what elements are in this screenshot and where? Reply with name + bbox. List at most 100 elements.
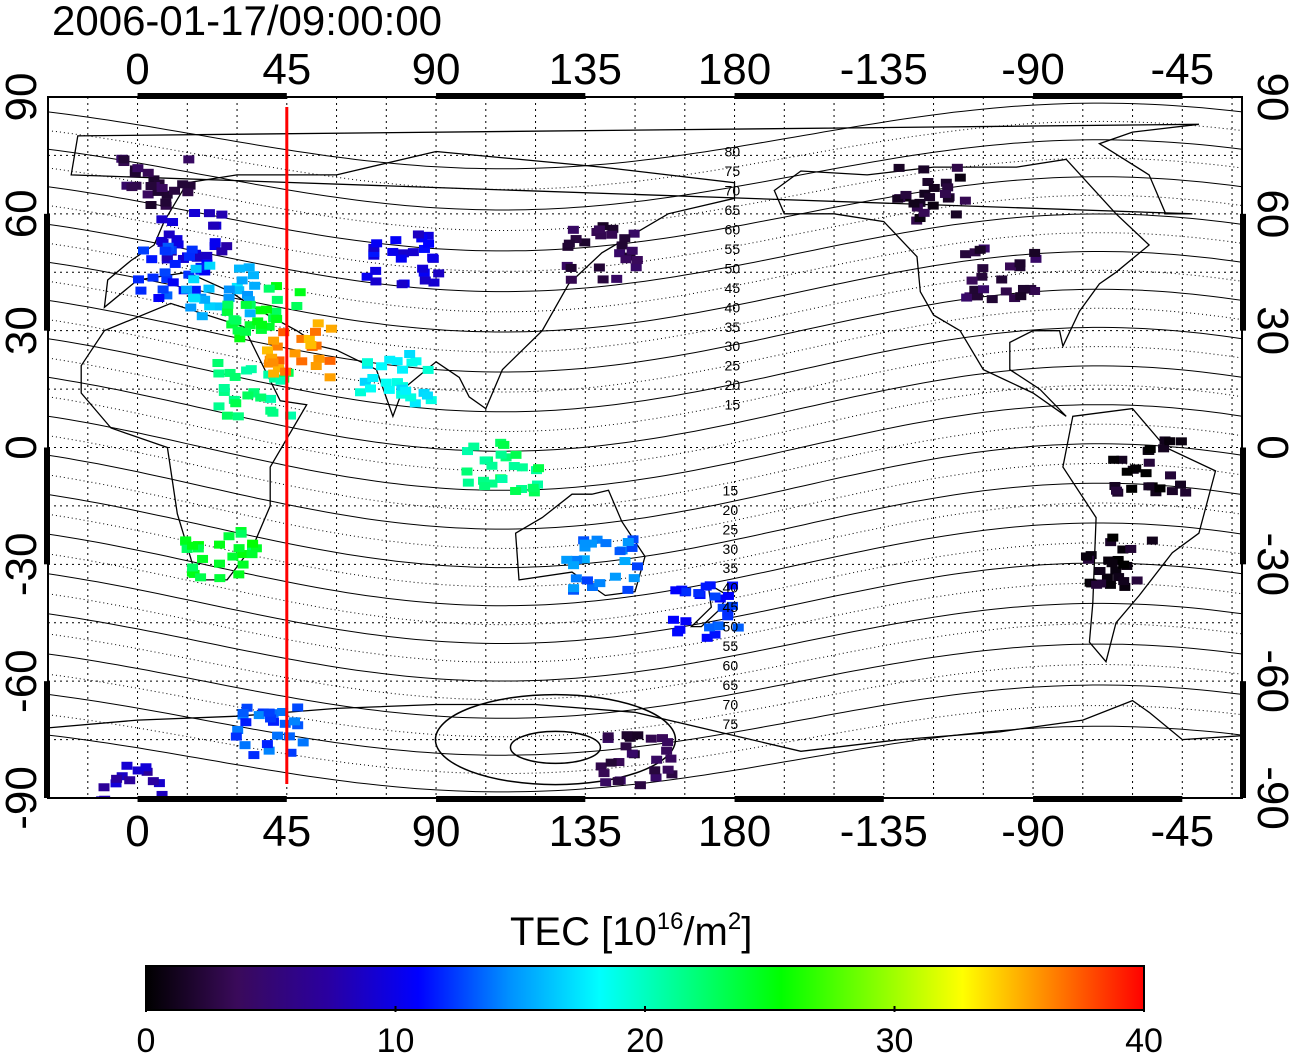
tec-pixel <box>412 230 424 239</box>
top-axis-labels: 0 45 90 135 180 -135 -90 -45 <box>125 45 1214 94</box>
tec-pixel <box>704 623 716 632</box>
tec-pixel <box>232 412 244 421</box>
tec-pixel <box>164 811 175 819</box>
tec-pixel <box>1029 286 1041 295</box>
top-tick-label: 135 <box>549 45 622 94</box>
tec-pixel <box>192 544 204 553</box>
tec-pixel <box>892 194 904 203</box>
contour-label-north: 50 <box>725 260 741 276</box>
tec-pixel <box>213 369 225 378</box>
tec-pixel <box>132 766 144 775</box>
contour-line <box>48 346 1242 432</box>
contour-pole-ellipse-outer <box>434 693 677 786</box>
tec-pixel <box>368 243 380 252</box>
tec-pixel <box>188 275 200 284</box>
tec-pixel <box>700 582 712 591</box>
tec-pixel <box>361 272 373 281</box>
tec-pixel <box>146 255 158 264</box>
tec-pixel <box>145 181 157 190</box>
tec-pixel <box>626 749 638 758</box>
tec-pixel <box>701 633 713 642</box>
tec-pixel <box>908 199 920 208</box>
tec-pixel <box>1029 248 1041 257</box>
tec-pixel <box>942 183 954 192</box>
tec-pixel <box>1144 444 1156 453</box>
tec-pixel <box>223 294 235 303</box>
colorbar-title: TEC [1016/m2] <box>510 908 752 954</box>
tec-pixel <box>270 307 282 316</box>
tec-pixel <box>241 703 253 712</box>
tec-pixel <box>974 245 986 254</box>
tec-pixel <box>223 285 235 294</box>
tec-pixel <box>184 181 196 190</box>
tec-pixel <box>1004 262 1016 271</box>
tec-pixel <box>662 765 674 774</box>
tec-pixel <box>423 239 435 248</box>
tec-pixel <box>479 482 491 491</box>
tec-pixel <box>461 467 473 476</box>
tec-pixel <box>462 447 474 456</box>
tec-pixel <box>900 190 912 199</box>
tec-pixel <box>291 301 303 310</box>
tec-pixel <box>285 411 297 420</box>
tec-pixel <box>177 180 189 189</box>
contour-label-north: 75 <box>725 163 741 179</box>
tec-pixel <box>1014 259 1026 268</box>
bottom-tick-label: 180 <box>698 807 771 856</box>
bottom-axis-labels: 0 45 90 135 180 -135 -90 -45 <box>125 807 1214 856</box>
frame-tick-right <box>1240 213 1246 331</box>
tec-pixel <box>495 450 507 459</box>
tec-pixel <box>421 391 433 400</box>
tec-pixel <box>634 781 646 790</box>
contour-line <box>48 684 1242 756</box>
frame-tick-top <box>436 93 586 99</box>
tec-pixel <box>161 190 173 199</box>
contour-label-north: 65 <box>725 202 741 218</box>
tec-pixel <box>262 346 274 355</box>
tec-pixel <box>267 358 279 367</box>
tec-pixel <box>272 364 284 373</box>
tec-pixel <box>183 270 195 279</box>
colorbar-tick-label: 10 <box>377 1022 415 1057</box>
frame-tick-left <box>44 681 50 798</box>
tec-pixel <box>296 334 308 343</box>
tec-pixel <box>189 209 201 218</box>
tec-pixel <box>324 373 336 382</box>
frame-tick-bottom <box>436 796 586 802</box>
tec-pixel <box>479 456 491 465</box>
contour-label-north: 55 <box>725 241 741 257</box>
tec-pixel <box>914 198 926 207</box>
bottom-tick-label: 135 <box>549 807 622 856</box>
contour-label-south: 65 <box>723 677 739 693</box>
tec-pixel <box>591 535 603 544</box>
tec-pixel <box>613 758 625 767</box>
tec-pixel <box>579 238 591 247</box>
tec-pixel <box>626 246 638 255</box>
tec-pixel <box>204 261 216 270</box>
tec-pixel <box>631 562 643 571</box>
tec-pixel <box>568 561 580 570</box>
tec-pixel <box>418 244 430 253</box>
tec-pixel <box>189 294 201 303</box>
tec-pixel <box>161 252 173 261</box>
tec-pixel <box>204 302 216 311</box>
tec-pixel <box>585 539 597 548</box>
tec-pixel <box>1174 480 1186 489</box>
tec-pixel <box>222 307 234 316</box>
tec-pixel <box>368 249 380 258</box>
contour-label-south: 55 <box>723 638 739 654</box>
tec-pixel <box>986 295 998 304</box>
colorbar-ticks: 0 10 20 30 40 <box>137 1006 1163 1057</box>
tec-pixel <box>124 776 136 785</box>
contour-line <box>48 443 1242 530</box>
tec-pixel <box>216 210 228 219</box>
map-area <box>44 93 1246 819</box>
timestamp-title: 2006-01-17/09:00:00 <box>52 0 442 44</box>
bottom-tick-label: -45 <box>1151 807 1215 856</box>
tec-pixel <box>237 550 249 559</box>
tec-pixel <box>240 718 252 727</box>
right-tick-label: 0 <box>1248 435 1292 459</box>
tec-pixel <box>161 291 173 300</box>
tec-pixel <box>713 622 725 631</box>
north-america-outline <box>773 158 1151 417</box>
